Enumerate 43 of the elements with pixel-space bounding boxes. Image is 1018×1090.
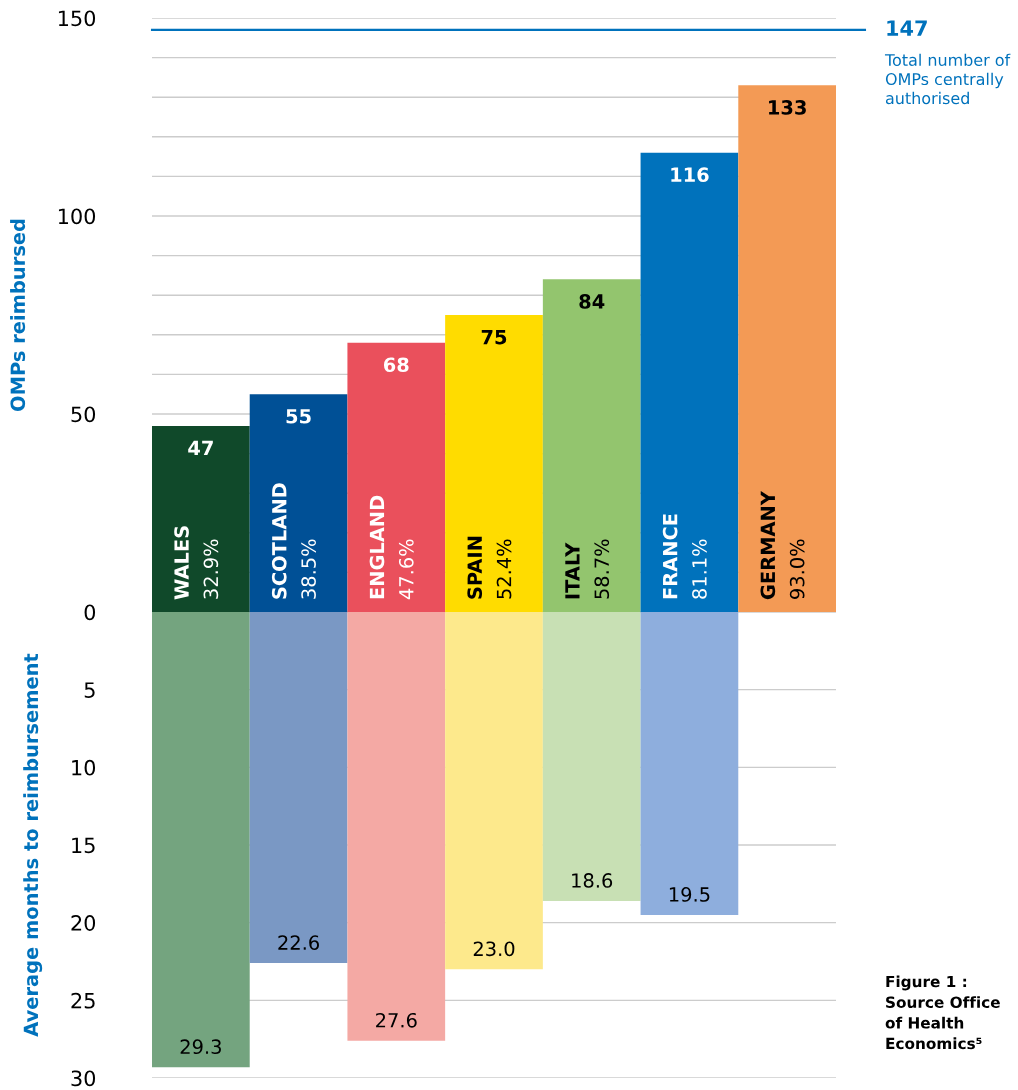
y-tick-label: 100 xyxy=(58,208,96,225)
annotation: 52.4% xyxy=(496,539,512,599)
y-tick-label: 25 xyxy=(71,992,95,1009)
data-label: 68 xyxy=(383,357,409,373)
annotation: 58.7% xyxy=(594,539,610,599)
bar xyxy=(738,85,836,612)
x-tick-label: WALES xyxy=(174,526,189,600)
x-tick-label: SCOTLAND xyxy=(271,483,287,599)
y-tick-label: 15 xyxy=(72,837,95,854)
y-axis-title: OMPs reimbursed xyxy=(10,219,26,411)
y-tick-label: 50 xyxy=(71,406,96,423)
annotation: 93.0% xyxy=(789,539,805,599)
x-tick-label: ENGLAND xyxy=(369,495,385,599)
y-axis-title: Average months to reimbursement xyxy=(23,653,43,1037)
data-label: 47 xyxy=(188,440,213,456)
y-tick-label: 20 xyxy=(71,915,96,931)
ref-line-label: 147 xyxy=(887,20,927,36)
x-tick-label: ITALY xyxy=(565,542,580,599)
data-label: 84 xyxy=(579,294,605,309)
annotation: 38.5% xyxy=(301,539,316,599)
caption: Figure 1 : Source Office of Health Economics⁵ xyxy=(885,975,1000,1050)
data-label: 75 xyxy=(481,329,507,345)
text: Total number of OMPs centrally authorised xyxy=(884,53,1011,105)
y-tick-label: 10 xyxy=(72,759,96,776)
data-label: 27.6 xyxy=(376,1012,417,1028)
x-tick-label: GERMANY xyxy=(760,490,776,600)
data-label: 116 xyxy=(671,167,709,183)
data-label: 133 xyxy=(769,100,806,115)
data-label: 55 xyxy=(286,409,311,424)
y-tick-label: 150 xyxy=(58,10,96,27)
annotation: 47.6% xyxy=(398,539,414,600)
data-label: 23.0 xyxy=(473,941,515,957)
data-label: 29.3 xyxy=(180,1039,221,1055)
x-tick-label: FRANCE xyxy=(662,514,678,599)
x-tick-label: SPAIN xyxy=(467,536,483,599)
annotation: 81.1% xyxy=(692,539,707,599)
data-label: 19.5 xyxy=(669,887,710,902)
y-tick-label: 0 xyxy=(84,604,96,621)
annotation: 32.9% xyxy=(203,539,219,599)
y-tick-label: 5 xyxy=(84,682,95,698)
data-label: 18.6 xyxy=(572,873,613,888)
data-label: 22.6 xyxy=(278,935,319,950)
y-tick-label: 30 xyxy=(71,1070,96,1087)
